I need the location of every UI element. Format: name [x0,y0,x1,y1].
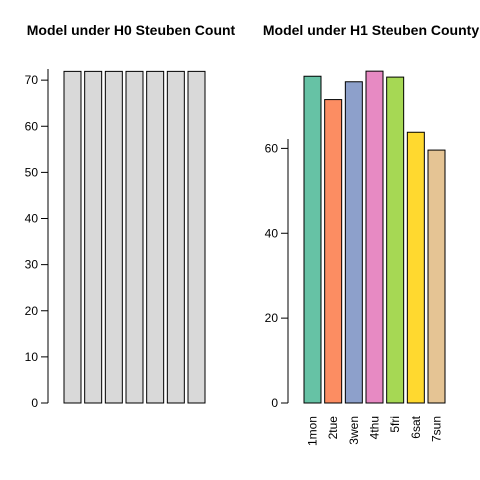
h0-y-tick-label: 30 [25,258,39,272]
h0-y-tick-label: 40 [25,212,39,226]
h0-y-axis: 0 10 20 30 40 50 60 70 [25,73,48,410]
h0-bar-5fri [146,70,165,404]
h1-bar-7sun [427,149,446,404]
h1-bar-6sat [406,131,425,404]
h1-x-tick-label: 6sat [409,415,423,438]
h0-chart-panel: Model under H0 Steuben Count 0 10 20 30 40 50… [25,22,236,410]
h1-bar-1mon [303,75,322,404]
h1-bar-2tue [324,99,343,404]
h0-y-tick-label: 0 [31,396,38,410]
h1-x-tick-label: 5fri [388,416,402,433]
h0-bar-7sun [187,70,206,404]
h0-y-tick-label: 50 [25,165,39,179]
h0-y-tick-label: 70 [25,73,39,87]
h1-bars [303,70,446,404]
h0-y-tick-label: 20 [25,304,39,318]
h1-bar-3wen [344,81,363,404]
h1-y-tick-label: 0 [271,396,278,410]
h0-bars [63,70,206,404]
h1-chart-title: Model under H1 Steuben County [263,22,479,38]
h0-bar-4thu [125,70,144,404]
h1-x-tick-label: 7sun [430,416,444,442]
h0-bar-1mon [63,70,82,404]
h0-bar-2tue [84,70,103,404]
h1-y-tick-label: 60 [265,141,279,155]
h1-x-tick-label: 3wen [347,416,361,445]
h0-chart-title: Model under H0 Steuben Count [27,22,236,38]
h1-x-tick-label: 1mon [306,416,320,446]
h1-x-tick-label: 4thu [368,416,382,439]
h1-bar-5fri [386,76,405,404]
h1-y-tick-label: 40 [265,226,279,240]
h0-y-tick-label: 60 [25,119,39,133]
h1-category-labels: 1mon 2tue 3wen 4thu 5fri 6sat 7sun [306,415,444,446]
h1-y-tick-label: 20 [265,311,279,325]
h1-chart-panel: Model under H1 Steuben County 0 20 40 60 1m… [263,22,479,446]
h0-bar-3wen [104,70,123,404]
h0-y-tick-label: 10 [25,350,39,364]
h1-y-axis: 0 20 40 60 [265,141,288,410]
h1-bar-4thu [365,70,384,404]
h1-x-tick-label: 2tue [326,416,340,440]
h0-bar-6sat [166,70,185,404]
